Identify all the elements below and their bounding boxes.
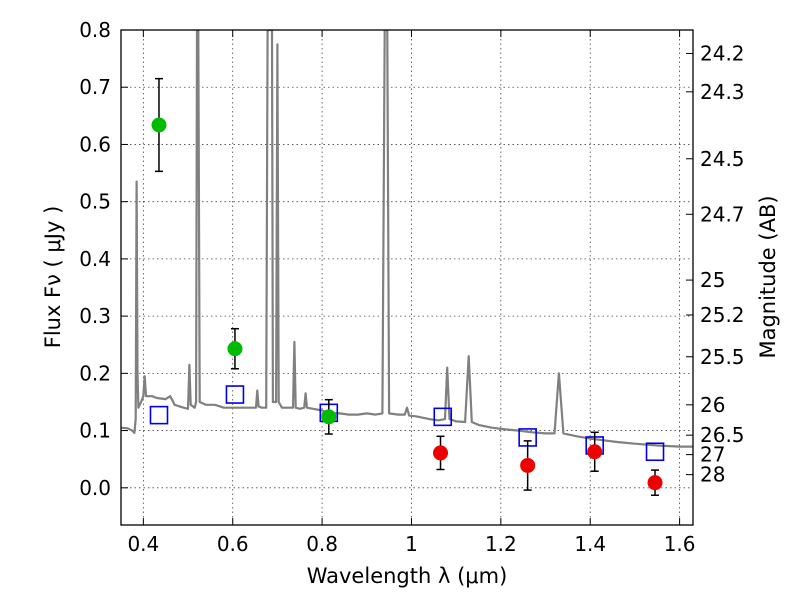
x-tick-label: 0.6 [217, 532, 249, 556]
y-tick-label: 0.4 [79, 247, 111, 271]
open-square-marker [433, 407, 453, 427]
filled-circle-marker [151, 117, 167, 133]
y-tick-label: 0.5 [79, 190, 111, 214]
x-tick-label: 1.2 [485, 532, 517, 556]
x-tick-label: 1 [405, 532, 418, 556]
y-axis-right-label: Magnitude (AB) [756, 195, 780, 358]
magnitude-tick-label: 26.5 [700, 423, 745, 447]
y-tick-label: 0.1 [79, 419, 111, 443]
y-tick-label: 0.0 [79, 476, 111, 500]
filled-circle-marker [433, 445, 449, 461]
x-tick-label: 0.8 [306, 532, 338, 556]
x-tick-label: 0.4 [127, 532, 159, 556]
magnitude-tick-label: 24.7 [700, 202, 745, 226]
magnitude-tick-label: 25.2 [700, 303, 745, 327]
x-tick-label: 1.6 [664, 532, 696, 556]
filled-circle-marker [321, 409, 337, 425]
y-tick-label: 0.3 [79, 304, 111, 328]
y-tick-label: 0.2 [79, 361, 111, 385]
magnitude-tick-label: 27 [700, 443, 725, 467]
y-tick-label: 0.8 [79, 18, 111, 42]
open-square-marker [225, 385, 245, 404]
grid-lines [121, 29, 693, 525]
plot-area [121, 30, 693, 496]
open-square-marker [645, 442, 665, 462]
y-tick-label: 0.6 [79, 132, 111, 156]
open-square-marker [149, 405, 169, 425]
magnitude-tick-label: 24.5 [700, 147, 745, 171]
plot-frame [120, 29, 694, 526]
magnitude-tick-label: 26 [700, 393, 725, 417]
magnitude-tick-label: 25 [700, 268, 725, 292]
magnitude-tick-label: 25.5 [700, 345, 745, 369]
spectrum-line [121, 30, 693, 448]
x-axis-label: Wavelength λ (μm) [307, 564, 508, 588]
magnitude-tick-label: 24.3 [700, 80, 745, 104]
magnitude-tick-label: 24.2 [700, 41, 745, 65]
y-tick-label: 0.7 [79, 75, 111, 99]
filled-circle-marker [227, 341, 243, 357]
magnitude-tick-label: 28 [700, 463, 725, 487]
filled-circle-marker [647, 475, 663, 491]
axis-ticks [121, 29, 693, 525]
filled-circle-marker [520, 457, 536, 473]
x-tick-label: 1.4 [574, 532, 606, 556]
filled-circle-marker [587, 444, 603, 460]
y-axis-label: Flux Fν ( μJy ) [41, 206, 65, 349]
tick-labels: 0.4 0.6 0.8 1 1.2 1.4 1.6 0.0 0.1 0.2 0.3 0.4 0.5 0.6… [79, 18, 744, 556]
